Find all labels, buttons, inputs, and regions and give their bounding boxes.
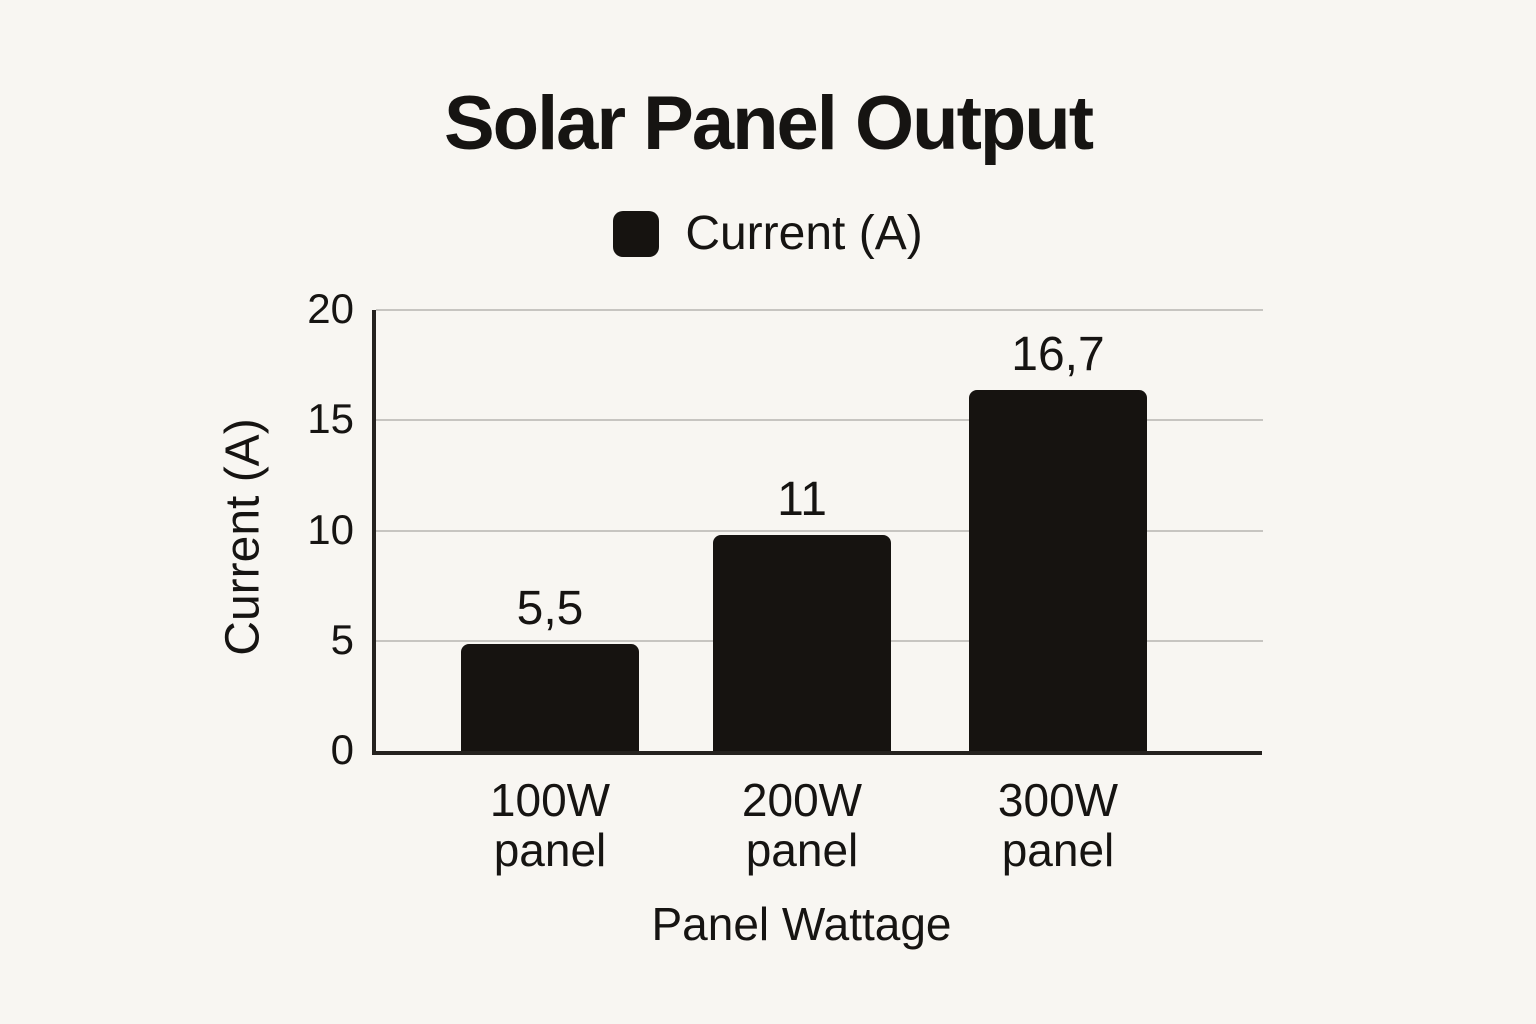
bar-100w-panel	[461, 644, 639, 751]
y-tick-label-0: 0	[330, 726, 354, 774]
y-tick-label-5: 5	[330, 615, 354, 663]
x-tick-label: 100W panel	[489, 774, 611, 876]
y-tick-label-10: 10	[307, 505, 354, 553]
y-tick-label-15: 15	[307, 395, 354, 443]
y-tick-label-20: 20	[307, 285, 354, 333]
legend-label: Current (A)	[685, 207, 923, 260]
gridline-10	[376, 529, 1263, 532]
gridline-15	[376, 419, 1263, 422]
bar-200w-panel	[713, 534, 891, 751]
x-axis-title: Panel Wattage	[651, 898, 952, 950]
x-tick-label: 300W panel	[997, 774, 1119, 876]
bar-value-label: 16,7	[1011, 328, 1105, 382]
bar-value-label: 5,5	[516, 582, 584, 636]
y-axis-line	[372, 310, 376, 755]
chart-title: Solar Panel Output	[443, 81, 1094, 166]
bar-value-label: 11	[777, 472, 827, 526]
bar-300w-panel	[969, 390, 1147, 751]
gridline-20	[376, 309, 1263, 311]
plot-area: 0 5 10 15 20 5,5 100W panel 11 200W panel 16,7 300…	[307, 285, 1263, 875]
x-tick-label: 200W panel	[741, 774, 863, 876]
y-axis-title: Current (A)	[216, 418, 270, 656]
legend: Current (A)	[0, 206, 1536, 261]
x-axis-line	[372, 751, 1262, 755]
legend-swatch-icon	[613, 210, 660, 257]
